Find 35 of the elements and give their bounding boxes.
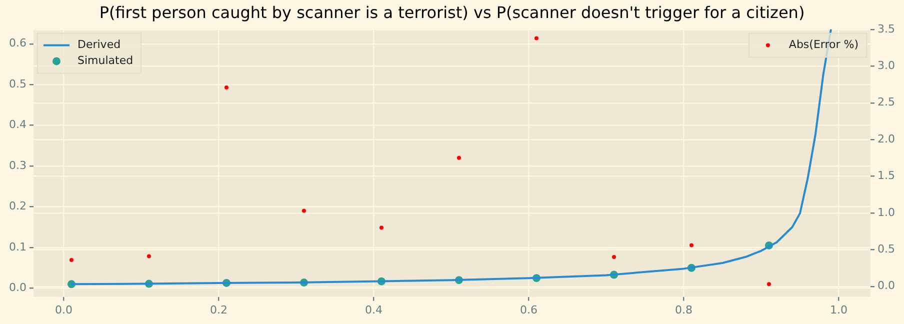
y2-tick-label: 0.0 [878, 279, 896, 292]
x-tick-label: 0.4 [364, 303, 382, 316]
x-tick-label: 0.0 [54, 303, 72, 316]
point [379, 226, 384, 230]
y2-tick-label: 1.0 [878, 206, 896, 219]
y-tick-label: 0.3 [8, 158, 26, 172]
legend-label: Simulated [77, 54, 134, 68]
y2-tick-label: 0.5 [878, 242, 896, 256]
legend-label: Abs(Error %) [788, 38, 859, 52]
y-tick-label: 0.1 [8, 240, 26, 254]
point [766, 282, 771, 286]
x-tick-label: 0.6 [520, 303, 538, 316]
y-tick-label: 0.0 [8, 281, 26, 294]
y2-tick-label: 3.0 [878, 59, 896, 72]
y-tick-label: 0.2 [8, 200, 26, 213]
legend-label: Derived [77, 38, 121, 52]
y-tick-label: 0.4 [8, 118, 26, 132]
y2-tick-label: 2.0 [878, 132, 896, 146]
x-tick-label: 0.2 [210, 303, 228, 316]
point [612, 255, 616, 260]
point [224, 85, 228, 90]
point [456, 156, 461, 160]
point [302, 208, 306, 213]
y-tick-label: 0.5 [8, 77, 26, 90]
y2-tick-label: 1.5 [878, 169, 896, 182]
point [689, 243, 694, 248]
point [146, 254, 151, 258]
y2-tick-label: 2.5 [878, 96, 896, 109]
y-tick-label: 0.6 [8, 36, 26, 50]
x-tick-label: 0.8 [674, 303, 692, 316]
y2-tick-label: 3.5 [878, 22, 896, 36]
x-tick-label: 1.0 [830, 303, 848, 316]
chart-title: P(first person caught by scanner is a terrorist) vs P(scanner doesn't trigger for a citizen) [99, 2, 805, 22]
point [69, 258, 74, 262]
point [534, 36, 538, 40]
